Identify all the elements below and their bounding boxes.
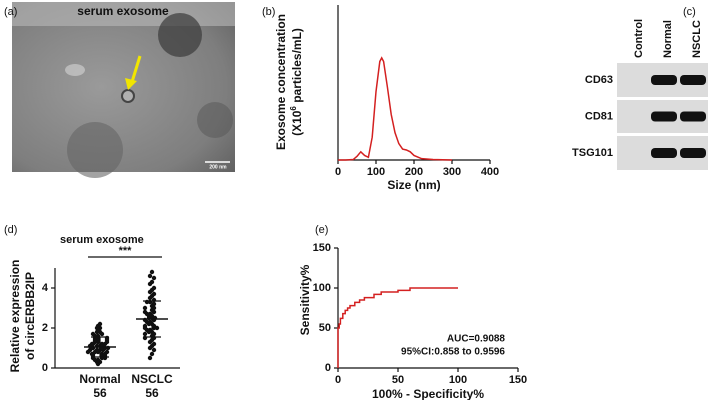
data-point [151,291,157,297]
x-tick-label: Normal [79,372,120,386]
x-tick-label: 0 [335,374,341,386]
blot-column-label: Control [633,19,645,58]
y-axis-label: Exosome concentration [274,14,288,150]
blot-column-label: NSCLC [691,20,703,58]
size-distribution-line [338,56,453,161]
blot-band [680,75,706,85]
x-tick-label: 50 [392,374,404,386]
blot-band [651,148,677,158]
y-axis-unit: (X106 particles/mL) [289,28,304,136]
x-tick-label: 300 [443,166,461,178]
data-point [149,351,155,357]
data-point [142,305,148,311]
y-tick-label: 2 [42,322,48,334]
annotation: 95%CI:0.858 to 0.9596 [401,347,505,358]
image-title: serum exosome [77,4,169,18]
y-tick-label: 100 [313,282,331,294]
x-axis-label: Size (nm) [387,178,440,192]
y-tick-label: 4 [42,282,49,294]
annotation: AUC=0.9088 [447,334,506,345]
data-point [149,269,155,275]
x-tick-label: 100 [367,166,385,178]
y-axis-label: of circERBB2IP [23,272,37,360]
panel-label: (a) [4,6,17,18]
data-point [142,323,148,329]
data-point [151,347,157,353]
scale-bar: 200 nm [209,164,227,170]
chart-title: serum exosome [60,234,144,246]
blot-column-label: Normal [662,20,674,58]
x-tick-label: 0 [335,166,341,178]
data-point [151,285,157,291]
roc-curve [337,287,458,368]
blot-row-label: CD81 [585,110,613,122]
data-point [90,331,96,337]
data-point [142,331,148,337]
data-point [142,309,148,315]
y-tick-label: 50 [319,322,331,334]
western-blot: Control Normal NSCLC CD63 CD81 TSG101 [572,19,708,170]
data-point [151,341,157,347]
group-n: 56 [145,386,159,400]
x-tick-label: NSCLC [131,372,173,386]
significance: *** [119,245,133,257]
tem-image [12,2,235,178]
panel-label: (b) [262,6,275,18]
y-axis-label: Relative expression [8,260,22,373]
y-axis-unit-part: particles/mL) [290,28,304,106]
x-tick-label: 100 [449,374,467,386]
blot-band [651,75,677,85]
data-point [147,273,153,279]
x-tick-label: 150 [509,374,527,386]
panel-label: (c) [683,6,696,18]
blot-band [680,148,706,158]
y-axis-unit-part: (X10 [290,110,304,136]
blot-row-label: CD63 [585,74,613,86]
data-point [151,275,157,281]
x-tick-label: 400 [481,166,499,178]
blot-row-label: TSG101 [572,147,613,159]
data-point [151,301,157,307]
data-point [97,321,103,327]
data-point [149,279,155,285]
group-n: 56 [93,386,107,400]
blot-band [651,111,677,122]
data-point [104,349,110,355]
x-tick-label: 200 [405,166,423,178]
panel-label: (e) [315,224,328,236]
y-tick-label: 0 [325,362,331,374]
y-tick-label: 150 [313,242,331,254]
panel-label: (d) [4,224,17,236]
y-tick-label: 0 [42,362,48,374]
data-point [94,347,100,353]
y-axis-label: Sensitivity% [298,264,312,335]
y-axis-unit-part: 6 [289,106,298,111]
data-point [147,355,153,361]
blot-band [680,111,706,122]
x-axis-label: 100% - Specificity% [372,387,484,400]
